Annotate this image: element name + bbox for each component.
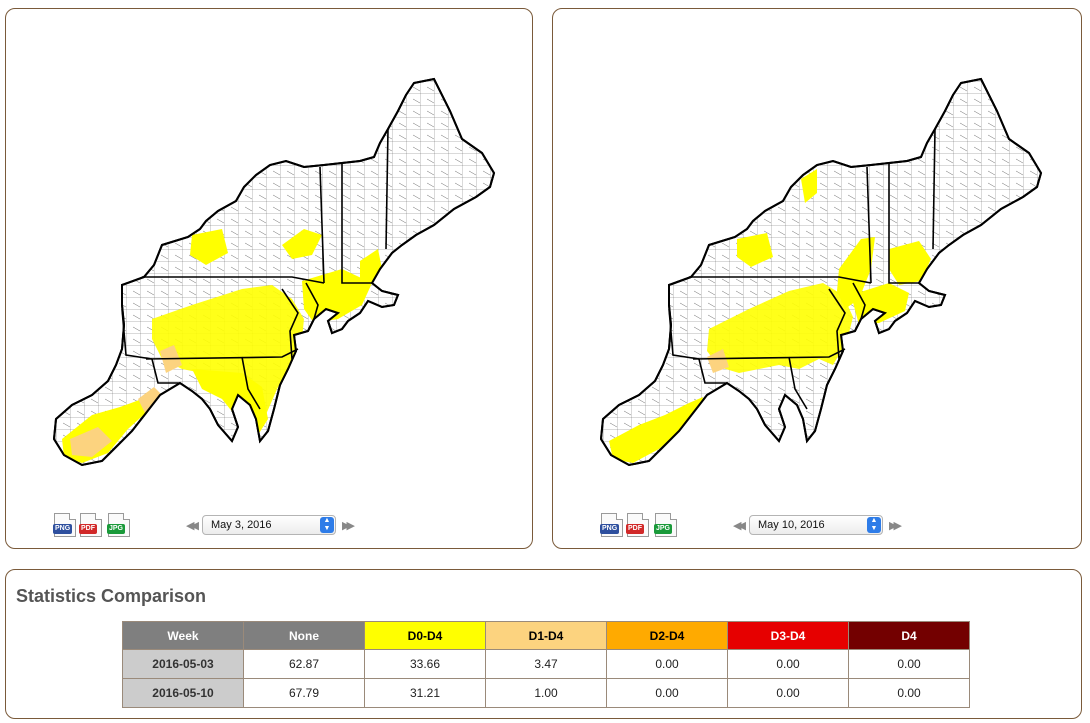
value-cell: 62.87 (243, 649, 365, 679)
column-header: D1-D4 (485, 621, 607, 650)
value-cell: 0.00 (848, 678, 970, 708)
select-arrows-icon: ▲ ▼ (867, 517, 881, 533)
statistics-title: Statistics Comparison (16, 586, 207, 606)
value-cell: 3.47 (485, 649, 607, 679)
map-panel-left: PNG PDF JPG ◀◀ May 3, 2016 ▲ ▼ ▶▶ (5, 8, 533, 549)
selected-date: May 10, 2016 (758, 519, 825, 531)
table-header-row: Week None D0-D4 D1-D4 D2-D4 D3-D4 D4 (122, 621, 970, 650)
week-cell: 2016-05-10 (122, 678, 244, 708)
value-cell: 1.00 (485, 678, 607, 708)
previous-week-icon[interactable]: ◀◀ (186, 520, 199, 532)
selected-date: May 3, 2016 (211, 519, 272, 531)
column-header: None (243, 621, 365, 650)
date-select-right[interactable]: May 10, 2016 ▲ ▼ (749, 515, 883, 535)
map-toolbar-left: PNG PDF JPG ◀◀ May 3, 2016 ▲ ▼ ▶▶ (52, 513, 372, 537)
png-download-icon[interactable]: PNG (600, 513, 623, 537)
drought-map-may-3 (42, 69, 512, 479)
column-header: D0-D4 (364, 621, 486, 650)
previous-week-icon[interactable]: ◀◀ (733, 520, 746, 532)
value-cell: 0.00 (606, 678, 728, 708)
value-cell: 67.79 (243, 678, 365, 708)
value-cell: 0.00 (727, 649, 849, 679)
pdf-download-icon[interactable]: PDF (79, 513, 102, 537)
statistics-table: Week None D0-D4 D1-D4 D2-D4 D3-D4 D4 201… (122, 621, 970, 708)
column-header: Week (122, 621, 244, 650)
table-row: 2016-05-03 62.87 33.66 3.47 0.00 0.00 0.… (122, 649, 970, 679)
week-cell: 2016-05-03 (122, 649, 244, 679)
value-cell: 31.21 (364, 678, 486, 708)
date-select-left[interactable]: May 3, 2016 ▲ ▼ (202, 515, 336, 535)
column-header: D4 (848, 621, 970, 650)
column-header: D2-D4 (606, 621, 728, 650)
select-arrows-icon: ▲ ▼ (320, 517, 334, 533)
value-cell: 0.00 (727, 678, 849, 708)
value-cell: 0.00 (606, 649, 728, 679)
column-header: D3-D4 (727, 621, 849, 650)
png-download-icon[interactable]: PNG (53, 513, 76, 537)
jpg-download-icon[interactable]: JPG (107, 513, 130, 537)
jpg-download-icon[interactable]: JPG (654, 513, 677, 537)
map-panel-right: PNG PDF JPG ◀◀ May 10, 2016 ▲ ▼ ▶▶ (552, 8, 1082, 549)
drought-map-may-10 (589, 69, 1059, 479)
pdf-download-icon[interactable]: PDF (626, 513, 649, 537)
next-week-icon[interactable]: ▶▶ (889, 520, 902, 532)
statistics-panel: Statistics Comparison Week None D0-D4 D1… (5, 569, 1082, 719)
value-cell: 0.00 (848, 649, 970, 679)
value-cell: 33.66 (364, 649, 486, 679)
table-row: 2016-05-10 67.79 31.21 1.00 0.00 0.00 0.… (122, 678, 970, 708)
map-toolbar-right: PNG PDF JPG ◀◀ May 10, 2016 ▲ ▼ ▶▶ (599, 513, 919, 537)
next-week-icon[interactable]: ▶▶ (342, 520, 355, 532)
